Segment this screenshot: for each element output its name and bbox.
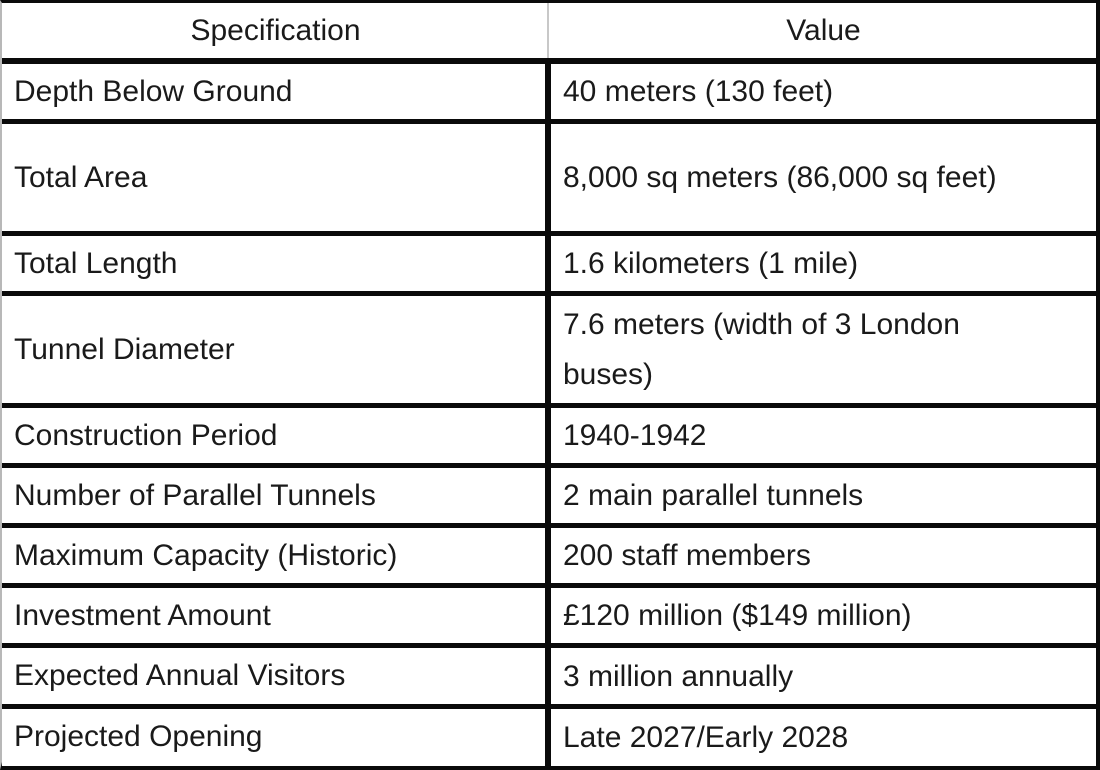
value-cell: 2 main parallel tunnels [548,463,1096,526]
table-row: Investment Amount £120 million ($149 mil… [2,583,1096,646]
table-row: Depth Below Ground 40 meters (130 feet) [2,61,1096,122]
spec-cell: Total Area [2,119,551,234]
spec-value-table: Specification Value Depth Below Ground 4… [2,3,1096,767]
value-cell: 1.6 kilometers (1 mile) [548,231,1096,294]
value-text: 40 meters (130 feet) [563,75,834,109]
value-cell: 3 million annually [548,643,1096,707]
value-cell: 8,000 sq meters (86,000 sq feet) [548,119,1096,234]
table-body: Depth Below Ground 40 meters (130 feet) … [2,61,1096,767]
value-text: 8,000 sq meters (86,000 sq feet) [563,161,997,195]
value-cell: 7.6 meters (width of 3 London buses) [548,291,1096,406]
value-text: 2 main parallel tunnels [563,479,864,513]
value-text: 1940-1942 [563,419,707,453]
value-cell: £120 million ($149 million) [548,583,1096,646]
spec-cell: Maximum Capacity (Historic) [2,523,551,586]
table-row: Total Area 8,000 sq meters (86,000 sq fe… [2,119,1096,234]
value-cell: 200 staff members [548,523,1096,586]
table-row: Expected Annual Visitors 3 million annua… [2,643,1096,707]
value-text: 3 million annually [563,659,794,693]
header-value: Value [548,3,1096,64]
table-row: Projected Opening Late 2027/Early 2028 [2,703,1096,767]
spec-cell: Depth Below Ground [2,61,551,122]
header-row: Specification Value [2,3,1096,64]
spec-cell: Total Length [2,231,551,294]
spec-cell: Expected Annual Visitors [2,643,551,707]
table-row: Construction Period 1940-1942 [2,403,1096,466]
value-text: 1.6 kilometers (1 mile) [563,247,859,281]
value-text: Late 2027/Early 2028 [563,720,849,754]
table-row: Number of Parallel Tunnels 2 main parall… [2,463,1096,526]
spec-cell: Projected Opening [2,703,551,767]
table-header: Specification Value [2,3,1096,64]
table-row: Maximum Capacity (Historic) 200 staff me… [2,523,1096,586]
spec-cell: Number of Parallel Tunnels [2,463,551,526]
table-row: Total Length 1.6 kilometers (1 mile) [2,231,1096,294]
spec-cell: Tunnel Diameter [2,291,551,406]
value-cell: Late 2027/Early 2028 [548,703,1096,767]
value-text: £120 million ($149 million) [563,599,912,633]
value-cell: 40 meters (130 feet) [548,61,1096,122]
spec-cell: Construction Period [2,403,551,466]
table-row: Tunnel Diameter 7.6 meters (width of 3 L… [2,291,1096,406]
spec-cell: Investment Amount [2,583,551,646]
value-text: 7.6 meters (width of 3 London buses) [563,307,960,391]
value-cell: 1940-1942 [548,403,1096,466]
value-text: 200 staff members [563,539,811,573]
header-specification: Specification [2,3,549,64]
